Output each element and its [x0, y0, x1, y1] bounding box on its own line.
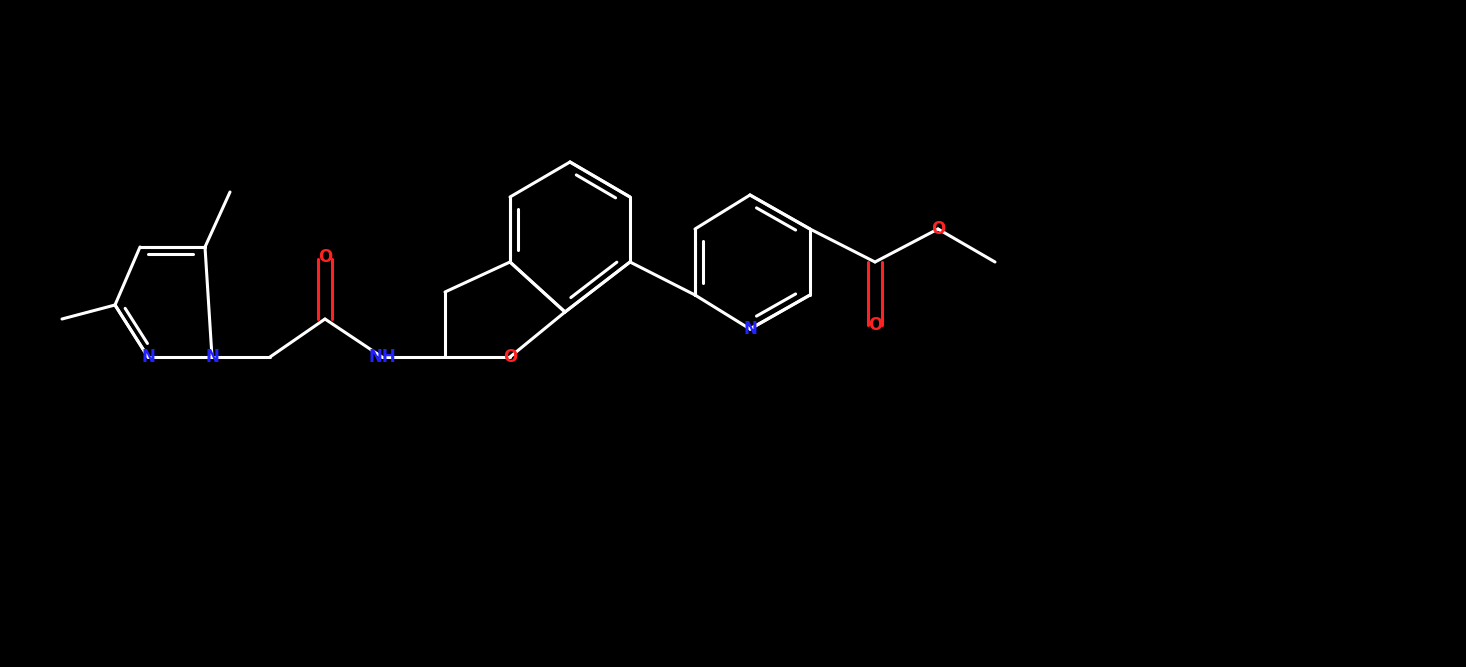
Text: O: O — [318, 248, 333, 266]
Text: N: N — [141, 348, 155, 366]
Text: O: O — [503, 348, 517, 366]
Text: NH: NH — [368, 348, 396, 366]
Text: N: N — [205, 348, 218, 366]
Text: O: O — [931, 220, 946, 238]
Text: O: O — [868, 316, 883, 334]
Text: N: N — [743, 320, 756, 338]
